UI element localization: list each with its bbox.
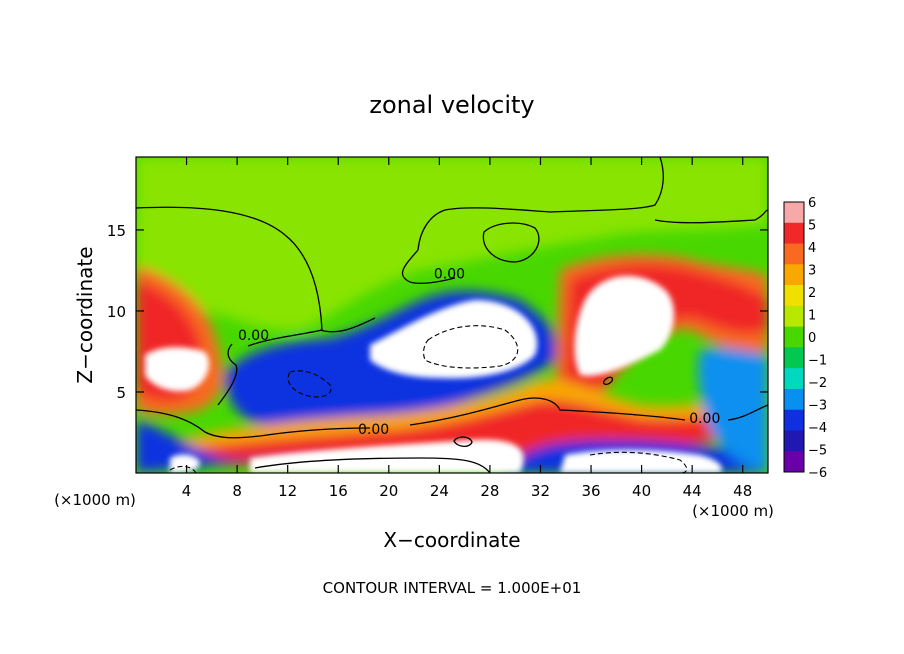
- colorbar-tick-label: 4: [808, 241, 816, 256]
- colorbar-tick-label: −5: [808, 444, 827, 459]
- contour-label: 0.00: [238, 328, 269, 344]
- colorbar-swatch: [784, 243, 804, 265]
- x-tick-label: 12: [278, 482, 297, 500]
- chart-title: zonal velocity: [369, 91, 534, 119]
- y-axis: 5 10 15: [107, 222, 768, 402]
- y-tick-label: 15: [107, 222, 126, 240]
- colorbar-tick-label: 0: [808, 331, 816, 346]
- colorbar-tick-label: 2: [808, 286, 816, 301]
- contour-label: 0.00: [358, 422, 389, 438]
- x-tick-label: 48: [733, 482, 752, 500]
- colorbar-tick-label: −1: [808, 354, 827, 369]
- colorbar-swatch: [784, 451, 804, 473]
- colorbar-swatch: [784, 202, 804, 224]
- contour-interval-note: CONTOUR INTERVAL = 1.000E+01: [323, 579, 582, 597]
- x-tick-label: 40: [632, 482, 651, 500]
- colorbar-swatch: [784, 264, 804, 286]
- colorbar-swatch: [784, 285, 804, 307]
- colorbar-tick-label: 5: [808, 219, 816, 234]
- x-tick-label: 8: [232, 482, 242, 500]
- x-axis: 4 8 12 16 20 24 28 32 36 40 44 48: [182, 157, 752, 500]
- colorbar-tick-label: −4: [808, 421, 827, 436]
- velocity-field: 0.00 0.00 0.00 0.00: [136, 157, 768, 473]
- colorbar-tick-label: 6: [808, 196, 816, 211]
- x-tick-label: 44: [683, 482, 702, 500]
- colorbar-swatch: [784, 347, 804, 369]
- colorbar-tick-label: 3: [808, 264, 816, 279]
- colorbar-frame: [783, 201, 805, 473]
- y-tick-label: 10: [107, 303, 126, 321]
- x-unit-left: (×1000 m): [54, 491, 136, 509]
- x-tick-label: 36: [581, 482, 600, 500]
- colorbar-tick-label: −3: [808, 399, 827, 414]
- colorbar-swatch: [784, 222, 804, 245]
- x-tick-label: 16: [329, 482, 348, 500]
- colorbar-swatch: [784, 409, 804, 431]
- colorbar-tick-label: −2: [808, 376, 827, 391]
- plot-frame: [135, 156, 769, 474]
- contour-label: 0.00: [689, 411, 720, 427]
- colorbar-swatch: [784, 305, 804, 328]
- colorbar: 6 5 4 3 2 1 0 −1 −2 −3 −4 −5 −6: [783, 196, 827, 481]
- x-tick-label: 32: [531, 482, 550, 500]
- y-axis-label: Z−coordinate: [73, 246, 97, 383]
- x-tick-label: 24: [430, 482, 449, 500]
- x-tick-label: 20: [379, 482, 398, 500]
- contour-label: 0.00: [434, 267, 465, 283]
- colorbar-tick-label: −6: [808, 466, 827, 481]
- x-axis-label: X−coordinate: [383, 528, 520, 552]
- colorbar-swatch: [784, 326, 804, 348]
- y-tick-label: 5: [116, 384, 126, 402]
- x-unit-right: (×1000 m): [692, 502, 774, 520]
- colorbar-tick-label: 1: [808, 309, 816, 324]
- colorbar-swatch: [784, 388, 804, 411]
- colorbar-swatch: [784, 368, 804, 390]
- colorbar-swatch: [784, 430, 804, 452]
- x-tick-label: 28: [480, 482, 499, 500]
- x-tick-label: 4: [182, 482, 192, 500]
